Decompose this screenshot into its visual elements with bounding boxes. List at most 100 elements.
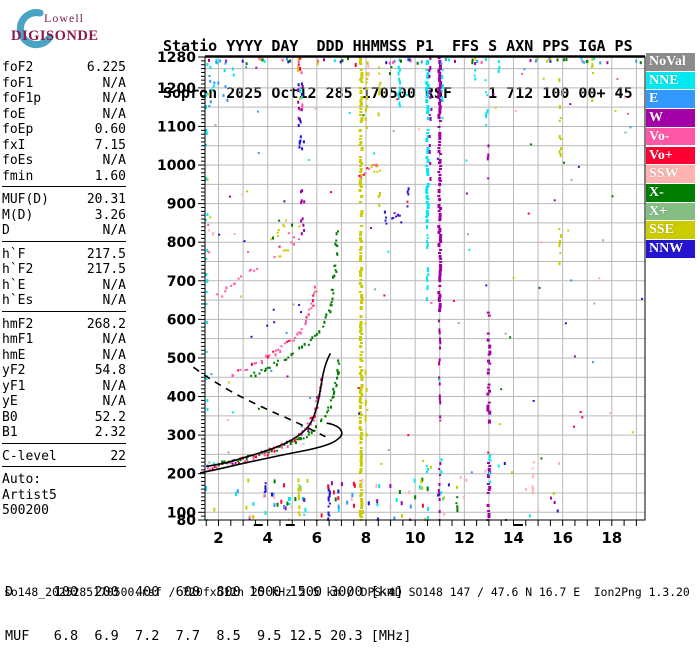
parameter-value: 217.5 <box>86 246 126 262</box>
parameter-value: 22 <box>110 448 126 464</box>
parameter-value: 7.15 <box>94 137 126 153</box>
panel-divider <box>2 240 126 247</box>
parameter-value: 20.31 <box>86 192 126 207</box>
scaled-trace-curve <box>192 366 326 438</box>
logo-digisonde-text: DIGISONDE <box>11 28 99 44</box>
parameter-row: hmF1 N/A <box>2 332 126 348</box>
parameter-label: yF1 <box>2 378 26 394</box>
parameter-label: B0 <box>2 409 18 425</box>
measurement-header: Statio YYYY DAY DDD HHMMSS P1 FFS S AXN … <box>163 8 633 117</box>
muf-table: D 100 200 400 600 800 1000 1500 3000 [km… <box>5 556 411 658</box>
parameter-label: yE <box>2 394 18 409</box>
parameter-row: foF1 N/A <box>2 76 126 92</box>
frequency-marker-dash <box>285 524 295 526</box>
svg-text:900: 900 <box>167 197 196 213</box>
legend-item-w: W <box>646 109 695 127</box>
svg-text:400: 400 <box>167 390 196 406</box>
parameter-value: 52.2 <box>94 409 126 425</box>
parameter-value: N/A <box>102 277 126 293</box>
file-info: so148_2025285170500.rsf / 720fx512h 25 k… <box>4 585 690 599</box>
parameter-value: N/A <box>102 332 126 347</box>
parameter-row: D N/A <box>2 223 126 239</box>
parameter-row: h`Es N/A <box>2 293 126 309</box>
parameter-value: N/A <box>102 223 126 238</box>
svg-text:80: 80 <box>177 513 197 529</box>
panel-divider <box>2 186 126 192</box>
parameter-row: h`F2 217.5 <box>2 262 126 278</box>
svg-text:500: 500 <box>167 351 196 367</box>
parameter-value: N/A <box>102 347 126 363</box>
panel-divider <box>2 466 126 472</box>
parameter-label: MUF(D) <box>2 192 49 207</box>
parameter-value: N/A <box>102 394 126 409</box>
parameter-value: 3.26 <box>94 207 126 223</box>
parameter-row: foF2 6.225 <box>2 60 126 76</box>
svg-text:4: 4 <box>262 529 272 547</box>
parameter-label: D <box>2 223 10 238</box>
parameter-value: N/A <box>102 106 126 122</box>
parameter-value: N/A <box>102 293 126 308</box>
parameter-label: Auto: <box>2 472 42 487</box>
grid-lines <box>205 57 645 520</box>
ionogram-plot: 2 4 6 8 10 12 14 16 18 1280 1200 1100 1000 900 800 700 6… <box>157 50 646 547</box>
parameter-row: foF1p N/A <box>2 91 126 107</box>
legend-item-e: E <box>646 90 695 109</box>
legend-item-ssw: SSW <box>646 165 695 183</box>
svg-text:1280: 1280 <box>157 50 196 66</box>
parameter-row: yE N/A <box>2 394 126 410</box>
ionogram-screen: { "logo": {"line1": "Lowell", "line2": "… <box>2 8 695 644</box>
parameter-label: yF2 <box>2 363 26 378</box>
distance-row: D 100 200 400 600 800 1000 1500 3000 [km… <box>5 584 404 601</box>
parameter-row: h`E N/A <box>2 278 126 294</box>
svg-text:700: 700 <box>167 274 196 290</box>
parameter-panel: foF2 6.225 foF1 N/A foF1p N/A foE N/A foEp 0.60 fx… <box>2 60 126 519</box>
parameter-value: 6.225 <box>86 60 126 75</box>
echo-dots <box>204 57 643 521</box>
parameter-row: M(D) 3.26 <box>2 208 126 224</box>
svg-text:18: 18 <box>601 529 622 547</box>
muf-row: MUF 6.8 6.9 7.2 7.7 8.5 9.5 12.5 20.3 [M… <box>5 627 412 644</box>
parameter-value: 2.32 <box>94 425 126 440</box>
parameter-value: N/A <box>102 378 126 394</box>
parameter-label: h`F <box>2 246 26 262</box>
svg-text:800: 800 <box>167 235 196 251</box>
parameter-row: B0 52.2 <box>2 410 126 426</box>
parameter-row: fmin 1.60 <box>2 169 126 185</box>
parameter-row: foE N/A <box>2 107 126 123</box>
parameter-row: Artist5 <box>2 488 126 504</box>
axis-labels: 2 4 6 8 10 12 14 16 18 1280 1200 1100 1000 900 800 700 6… <box>157 50 622 547</box>
parameter-row: MUF(D) 20.31 <box>2 192 126 208</box>
parameter-label: foEp <box>2 122 34 137</box>
parameter-value: N/A <box>102 91 126 106</box>
svg-text:1000: 1000 <box>157 158 196 174</box>
panel-divider <box>2 442 126 449</box>
parameter-value: 217.5 <box>86 262 126 277</box>
scaled-trace-curve <box>199 422 343 474</box>
axis-ticks <box>198 56 637 526</box>
legend-item-sse: SSE <box>646 221 695 240</box>
parameter-row: fxI 7.15 <box>2 138 126 154</box>
svg-text:14: 14 <box>503 529 524 547</box>
header-field-names: Statio YYYY DAY DDD HHMMSS P1 FFS S AXN … <box>163 37 633 55</box>
parameter-label: foF1 <box>2 75 34 91</box>
legend-item-noval: NoVal <box>646 53 695 71</box>
logo-lowell-text: Lowell <box>44 11 84 25</box>
parameter-label: hmF1 <box>2 332 34 347</box>
svg-text:100: 100 <box>167 505 196 521</box>
parameter-row: 500200 <box>2 503 126 519</box>
svg-text:200: 200 <box>167 467 196 483</box>
parameter-row: B1 2.32 <box>2 425 126 441</box>
frequency-marker-dash <box>253 524 263 526</box>
legend-item-x: X+ <box>646 202 695 221</box>
parameter-row: yF1 N/A <box>2 379 126 395</box>
svg-text:2: 2 <box>213 529 223 547</box>
svg-text:16: 16 <box>552 529 573 547</box>
svg-text:300: 300 <box>167 428 196 444</box>
parameter-value: 54.8 <box>94 363 126 378</box>
parameter-row: h`F 217.5 <box>2 247 126 263</box>
parameter-label: foF2 <box>2 60 34 75</box>
parameter-label: 500200 <box>2 503 49 518</box>
parameter-row: yF2 54.8 <box>2 363 126 379</box>
panel-divider <box>2 310 126 317</box>
svg-text:8: 8 <box>361 529 371 547</box>
